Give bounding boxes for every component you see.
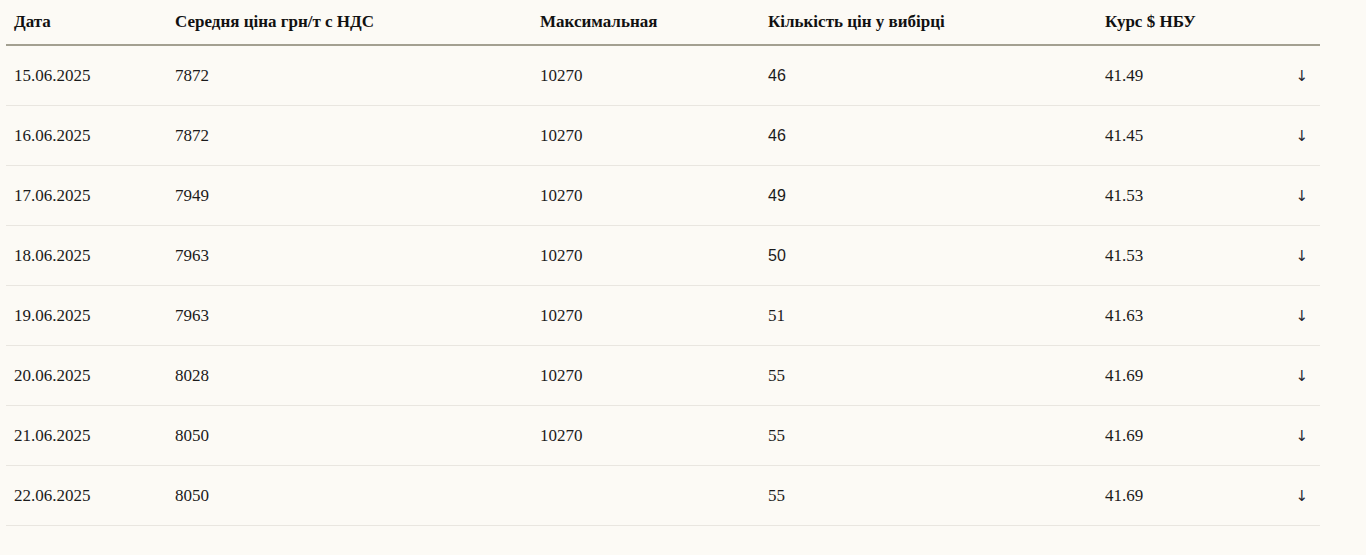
table-row: 21.06.2025 8050 10270 55 41.69 ↓	[6, 406, 1320, 466]
trend-down-icon: ↓	[1295, 67, 1308, 85]
cell-avg-price: 8050	[167, 406, 532, 466]
cell-max-price	[532, 466, 760, 526]
cell-sample-count: 49	[760, 166, 1097, 226]
trend-down-icon: ↓	[1295, 487, 1308, 505]
column-header-avg-price: Середня ціна грн/т с НДС	[167, 0, 532, 45]
cell-usd-rate: 41.69	[1097, 406, 1250, 466]
cell-max-price: 10270	[532, 45, 760, 106]
cell-max-price: 10270	[532, 226, 760, 286]
cell-trend: ↓	[1250, 226, 1320, 286]
cell-trend: ↓	[1250, 466, 1320, 526]
cell-usd-rate: 41.63	[1097, 286, 1250, 346]
table-row: 22.06.2025 8050 55 41.69 ↓	[6, 466, 1320, 526]
cell-date: 21.06.2025	[6, 406, 167, 466]
cell-trend: ↓	[1250, 166, 1320, 226]
column-header-trend	[1250, 0, 1320, 45]
trend-down-icon: ↓	[1295, 367, 1308, 385]
cell-trend: ↓	[1250, 346, 1320, 406]
cell-sample-count: 55	[760, 346, 1097, 406]
cell-max-price: 10270	[532, 106, 760, 166]
cell-avg-price: 7963	[167, 226, 532, 286]
cell-max-price: 10270	[532, 406, 760, 466]
cell-sample-count: 46	[760, 45, 1097, 106]
table-row: 17.06.2025 7949 10270 49 41.53 ↓	[6, 166, 1320, 226]
table-row: 19.06.2025 7963 10270 51 41.63 ↓	[6, 286, 1320, 346]
column-header-sample-count: Кількість цін у вибірці	[760, 0, 1097, 45]
cell-sample-count: 55	[760, 406, 1097, 466]
table-row: 16.06.2025 7872 10270 46 41.45 ↓	[6, 106, 1320, 166]
cell-usd-rate: 41.53	[1097, 166, 1250, 226]
cell-date: 15.06.2025	[6, 45, 167, 106]
cell-date: 18.06.2025	[6, 226, 167, 286]
cell-sample-count: 50	[760, 226, 1097, 286]
cell-max-price: 10270	[532, 346, 760, 406]
cell-trend: ↓	[1250, 106, 1320, 166]
cell-max-price: 10270	[532, 286, 760, 346]
cell-max-price: 10270	[532, 166, 760, 226]
trend-down-icon: ↓	[1295, 187, 1308, 205]
table-row: 15.06.2025 7872 10270 46 41.49 ↓	[6, 45, 1320, 106]
cell-usd-rate: 41.49	[1097, 45, 1250, 106]
cell-avg-price: 7949	[167, 166, 532, 226]
cell-avg-price: 7872	[167, 45, 532, 106]
cell-date: 17.06.2025	[6, 166, 167, 226]
cell-date: 22.06.2025	[6, 466, 167, 526]
cell-trend: ↓	[1250, 286, 1320, 346]
cell-usd-rate: 41.69	[1097, 346, 1250, 406]
table-row: 20.06.2025 8028 10270 55 41.69 ↓	[6, 346, 1320, 406]
trend-down-icon: ↓	[1295, 247, 1308, 265]
cell-usd-rate: 41.69	[1097, 466, 1250, 526]
cell-avg-price: 8050	[167, 466, 532, 526]
cell-usd-rate: 41.45	[1097, 106, 1250, 166]
cell-trend: ↓	[1250, 45, 1320, 106]
column-header-max-price: Максимальная	[532, 0, 760, 45]
trend-down-icon: ↓	[1295, 127, 1308, 145]
cell-avg-price: 7872	[167, 106, 532, 166]
cell-date: 20.06.2025	[6, 346, 167, 406]
cell-usd-rate: 41.53	[1097, 226, 1250, 286]
cell-sample-count: 55	[760, 466, 1097, 526]
column-header-date: Дата	[6, 0, 167, 45]
table-body: 15.06.2025 7872 10270 46 41.49 ↓ 16.06.2…	[6, 45, 1320, 526]
cell-date: 16.06.2025	[6, 106, 167, 166]
table-header-row: Дата Середня ціна грн/т с НДС Максимальн…	[6, 0, 1320, 45]
trend-down-icon: ↓	[1295, 427, 1308, 445]
price-table: Дата Середня ціна грн/т с НДС Максимальн…	[6, 0, 1320, 526]
cell-sample-count: 46	[760, 106, 1097, 166]
grain-price-table: Дата Середня ціна грн/т с НДС Максимальн…	[6, 0, 1320, 526]
cell-avg-price: 8028	[167, 346, 532, 406]
cell-date: 19.06.2025	[6, 286, 167, 346]
column-header-usd-rate: Курс $ НБУ	[1097, 0, 1250, 45]
cell-sample-count: 51	[760, 286, 1097, 346]
cell-avg-price: 7963	[167, 286, 532, 346]
table-row: 18.06.2025 7963 10270 50 41.53 ↓	[6, 226, 1320, 286]
cell-trend: ↓	[1250, 406, 1320, 466]
trend-down-icon: ↓	[1295, 307, 1308, 325]
